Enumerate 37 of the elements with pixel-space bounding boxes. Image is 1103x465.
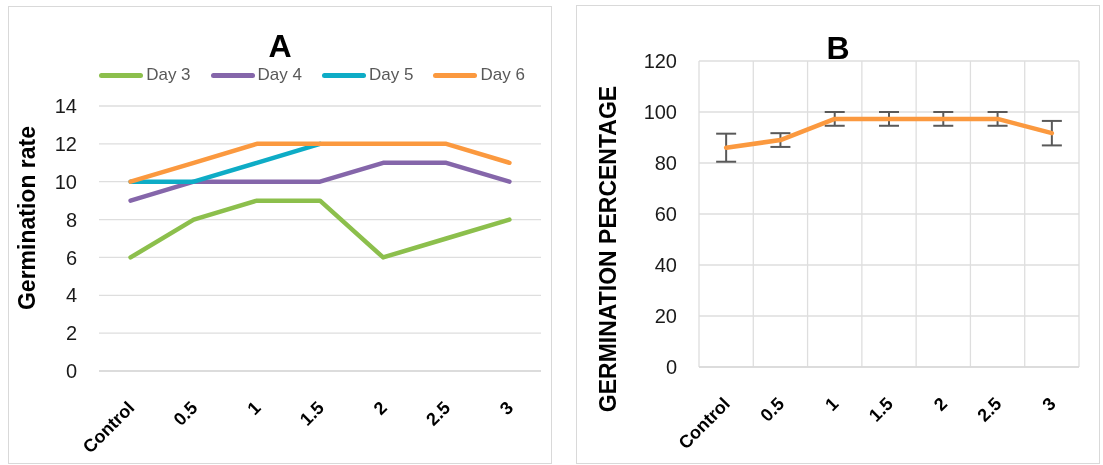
y-tick-label: 40 bbox=[654, 254, 677, 277]
legend-label: Day 3 bbox=[146, 65, 191, 85]
y-tick-label: 0 bbox=[65, 360, 77, 383]
x-tick-label: 2.5 bbox=[973, 393, 1006, 426]
x-tick-label: 2 bbox=[929, 393, 952, 415]
x-tick-label: 1.5 bbox=[864, 393, 897, 426]
y-tick-label: 6 bbox=[65, 246, 77, 269]
y-tick-label: 2 bbox=[65, 322, 77, 345]
x-tick-label: 3 bbox=[1038, 393, 1060, 415]
line-series bbox=[723, 116, 1055, 150]
x-tick-label: 2 bbox=[369, 397, 391, 419]
legend-label: Day 4 bbox=[257, 65, 302, 85]
x-tick-label: 0.5 bbox=[169, 397, 202, 430]
y-axis-title: GERMINATION PERCENTAGE bbox=[595, 85, 621, 413]
y-axis-title: Germination rate bbox=[14, 125, 40, 311]
y-tick-label: 100 bbox=[643, 101, 677, 124]
x-tick-label: 0.5 bbox=[756, 393, 789, 426]
y-tick-label: 80 bbox=[654, 152, 677, 175]
legend-label: Day 6 bbox=[480, 65, 525, 85]
y-tick-label: 0 bbox=[665, 356, 677, 379]
x-tick-label: 1 bbox=[821, 393, 843, 415]
chart-title: B bbox=[826, 30, 850, 66]
x-tick-label: 2.5 bbox=[422, 397, 455, 430]
x-tick-label: 1 bbox=[243, 397, 265, 419]
y-tick-label: 12 bbox=[54, 132, 77, 155]
y-tick-label: 10 bbox=[54, 170, 77, 193]
y-tick-label: 14 bbox=[54, 95, 77, 118]
y-tick-label: 20 bbox=[654, 305, 677, 328]
x-tick-label: 1.5 bbox=[295, 397, 328, 430]
y-tick-label: 8 bbox=[65, 208, 77, 231]
y-tick-label: 60 bbox=[654, 203, 677, 226]
legend-label: Day 5 bbox=[369, 65, 414, 85]
y-tick-label: 4 bbox=[65, 284, 77, 307]
line-series bbox=[128, 198, 512, 260]
y-tick-label: 120 bbox=[643, 50, 677, 73]
x-tick-label: 3 bbox=[496, 397, 518, 419]
chart-title: A bbox=[268, 28, 292, 64]
